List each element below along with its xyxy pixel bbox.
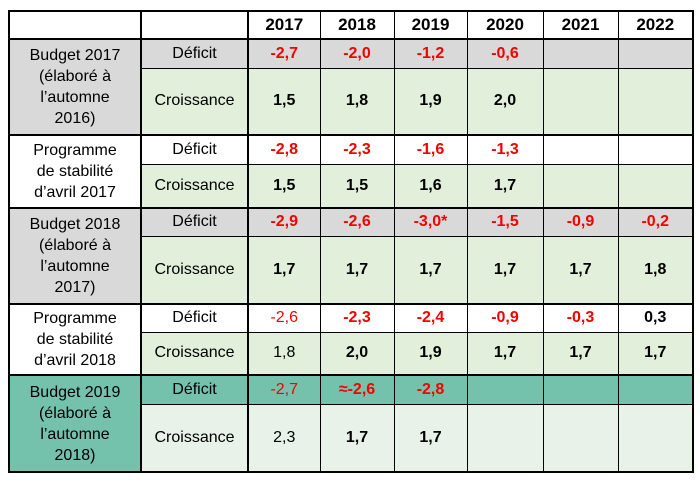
growth-cell: 1,7 [466, 163, 544, 209]
deficit-cell: -2,7 [247, 38, 321, 69]
header-row: 2017 2018 2019 2020 2021 2022 [8, 10, 694, 40]
deficit-cell: -0,6 [466, 38, 544, 69]
budget-forecasts-table: 2017 2018 2019 2020 2021 2022 Budget 201… [8, 10, 694, 473]
deficit-cell [542, 374, 619, 405]
year-header: 2018 [319, 10, 395, 40]
growth-cell: 2,3 [247, 403, 321, 473]
group-label: Programme de stabilité d’avril 2017 [8, 134, 142, 209]
growth-cell: 1,5 [247, 67, 321, 136]
growth-cell: 1,5 [319, 163, 395, 209]
deficit-cell: -2,8 [393, 374, 468, 405]
deficit-label: Déficit [140, 134, 249, 165]
growth-row: Croissance 1,5 1,5 1,6 1,7 [9, 163, 694, 209]
deficit-cell: -0,9 [466, 303, 544, 333]
deficit-cell: -1,3 [466, 134, 544, 165]
group-label: Budget 2019 (élaboré à l’automne 2018) [8, 374, 142, 473]
deficit-label: Déficit [140, 38, 249, 69]
deficit-cell: -3,0* [393, 207, 468, 237]
deficit-cell [617, 38, 694, 69]
growth-cell: 1,6 [393, 163, 468, 209]
growth-row: Croissance 1,8 2,0 1,9 1,7 1,7 1,7 [9, 331, 694, 376]
growth-cell: 1,7 [319, 403, 395, 473]
year-header: 2019 [393, 10, 468, 40]
growth-cell: 1,8 [319, 67, 395, 136]
growth-cell: 1,7 [617, 331, 694, 376]
group-label: Budget 2017 (élaboré à l’automne 2016) [8, 38, 142, 136]
corner-cell [8, 10, 142, 40]
deficit-cell: -2,4 [393, 303, 468, 333]
growth-label: Croissance [140, 67, 249, 136]
deficit-cell: -1,5 [466, 207, 544, 237]
deficit-label: Déficit [140, 303, 249, 333]
deficit-cell [466, 374, 544, 405]
growth-label: Croissance [140, 163, 249, 209]
growth-cell: 1,7 [466, 331, 544, 376]
deficit-cell: -2,6 [247, 303, 321, 333]
growth-cell: 1,7 [319, 235, 395, 305]
growth-cell [542, 67, 619, 136]
year-header: 2017 [247, 10, 321, 40]
growth-cell: 1,8 [617, 235, 694, 305]
group-label: Budget 2018 (élaboré à l’automne 2017) [8, 207, 142, 305]
deficit-cell [542, 134, 619, 165]
deficit-cell [617, 134, 694, 165]
growth-cell: 1,8 [247, 331, 321, 376]
growth-cell: 1,7 [393, 403, 468, 473]
growth-cell: 1,9 [393, 331, 468, 376]
deficit-row: Programme de stabilité d’avril 2017 Défi… [8, 134, 694, 209]
deficit-row: Budget 2019 (élaboré à l’automne 2018) D… [8, 374, 694, 473]
deficit-cell [542, 38, 619, 69]
growth-cell [542, 403, 619, 473]
growth-row: Croissance 2,3 1,7 1,7 [9, 403, 694, 473]
deficit-cell: -2,6 [319, 207, 395, 237]
deficit-cell: -0,9 [542, 207, 619, 237]
deficit-cell: -0,2 [617, 207, 694, 237]
deficit-cell: 0,3 [617, 303, 694, 333]
growth-cell [466, 403, 544, 473]
year-header: 2021 [542, 10, 619, 40]
deficit-cell: -1,6 [393, 134, 468, 165]
deficit-label: Déficit [140, 374, 249, 405]
deficit-label: Déficit [140, 207, 249, 237]
growth-label: Croissance [140, 235, 249, 305]
deficit-cell: -2,8 [247, 134, 321, 165]
deficit-cell: -2,9 [247, 207, 321, 237]
growth-cell: 1,7 [542, 235, 619, 305]
deficit-cell: -2,3 [319, 303, 395, 333]
deficit-cell: -0,3 [542, 303, 619, 333]
deficit-cell: -2,3 [319, 134, 395, 165]
growth-cell [542, 163, 619, 209]
year-header: 2020 [466, 10, 544, 40]
corner-cell [140, 10, 249, 40]
growth-cell [617, 403, 694, 473]
growth-cell: 2,0 [319, 331, 395, 376]
deficit-row: Budget 2018 (élaboré à l’automne 2017) D… [8, 207, 694, 305]
year-header: 2022 [617, 10, 694, 40]
growth-cell [617, 163, 694, 209]
deficit-cell: -1,2 [393, 38, 468, 69]
growth-cell: 1,7 [542, 331, 619, 376]
group-label: Programme de stabilité d’avril 2018 [8, 303, 142, 376]
growth-cell: 1,7 [393, 235, 468, 305]
deficit-cell: -2,7 [247, 374, 321, 405]
growth-cell: 1,5 [247, 163, 321, 209]
growth-label: Croissance [140, 331, 249, 376]
growth-label: Croissance [140, 403, 249, 473]
deficit-row: Programme de stabilité d’avril 2018 Défi… [8, 303, 694, 376]
deficit-cell: -2,0 [319, 38, 395, 69]
deficit-row: Budget 2017 (élaboré à l’automne 2016) D… [8, 38, 694, 136]
budget-forecasts-table-wrapper: 2017 2018 2019 2020 2021 2022 Budget 201… [8, 10, 694, 473]
growth-cell: 2,0 [466, 67, 544, 136]
growth-row: Croissance 1,5 1,8 1,9 2,0 [9, 67, 694, 136]
deficit-cell [617, 374, 694, 405]
growth-cell: 1,7 [466, 235, 544, 305]
growth-cell: 1,9 [393, 67, 468, 136]
growth-cell [617, 67, 694, 136]
growth-cell: 1,7 [247, 235, 321, 305]
deficit-cell: ≈-2,6 [319, 374, 395, 405]
